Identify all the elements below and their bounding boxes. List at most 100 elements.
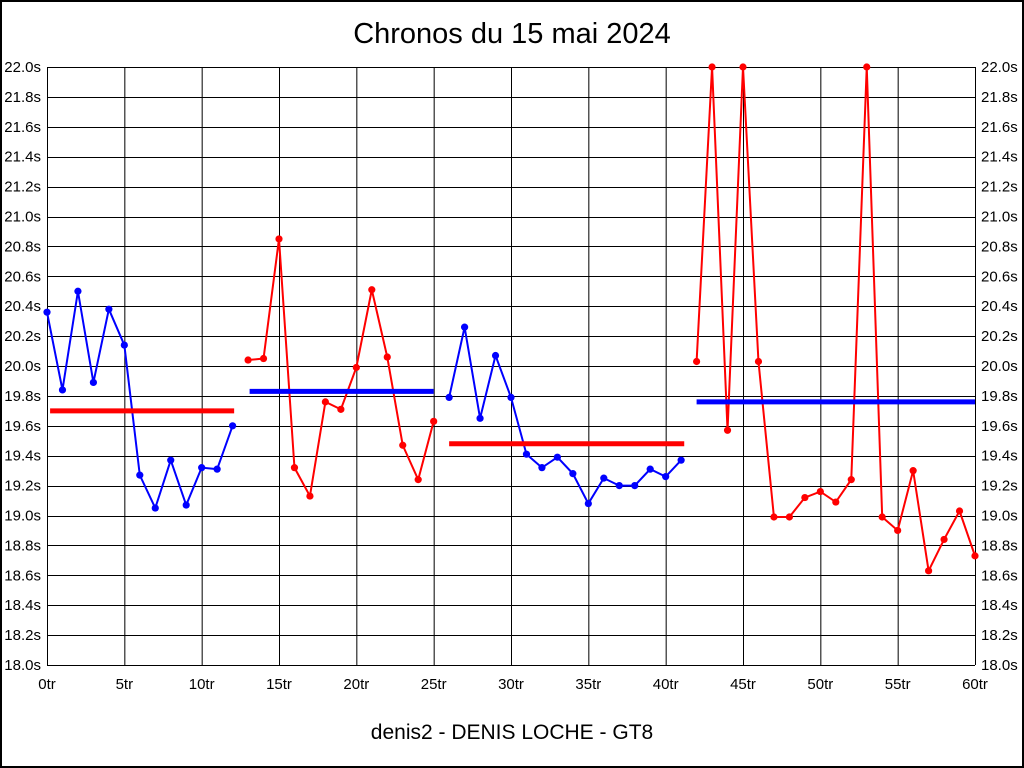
x-tick-label: 60tr	[962, 676, 988, 693]
y-tick-label-left: 19.0s	[4, 508, 41, 525]
x-tick-label: 5tr	[116, 676, 134, 693]
data-point	[569, 470, 577, 478]
y-tick-label-right: 19.0s	[981, 508, 1018, 525]
x-tick-label: 0tr	[38, 676, 56, 693]
x-tick-label: 20tr	[343, 676, 369, 693]
data-point	[213, 465, 221, 473]
data-point	[723, 426, 732, 434]
data-point	[89, 378, 97, 387]
y-tick-label-left: 21.6s	[4, 119, 41, 136]
data-point	[259, 354, 268, 363]
y-tick-label-right: 18.4s	[981, 597, 1018, 614]
y-tick-label-left: 21.2s	[4, 179, 41, 196]
y-tick-label-left: 18.6s	[4, 567, 41, 584]
y-tick-label-left: 19.2s	[4, 478, 41, 495]
data-point	[507, 393, 515, 401]
y-tick-label-left: 18.8s	[4, 537, 41, 554]
y-tick-label-left: 19.6s	[4, 418, 41, 435]
data-point	[739, 63, 747, 71]
series-stint-1	[43, 287, 237, 512]
chart-title: Chronos du 15 mai 2024	[353, 18, 671, 50]
data-point	[58, 386, 67, 394]
y-tick-label-right: 20.6s	[981, 268, 1018, 285]
x-tick-label: 40tr	[653, 676, 679, 693]
y-tick-label-right: 22.0s	[981, 59, 1018, 76]
data-point	[476, 414, 484, 422]
x-tick-label: 35tr	[575, 676, 601, 693]
data-point	[940, 535, 948, 544]
data-point	[832, 498, 840, 506]
series-stint-3	[445, 323, 685, 508]
data-point	[430, 417, 438, 425]
y-tick-label-right: 19.6s	[981, 418, 1018, 435]
y-tick-label-left: 22.0s	[4, 59, 41, 76]
y-tick-label-right: 18.6s	[981, 567, 1018, 584]
y-tick-label-right: 21.2s	[981, 179, 1018, 196]
data-point	[801, 493, 809, 502]
data-point	[847, 476, 855, 484]
data-point	[445, 393, 453, 401]
data-point	[770, 513, 778, 521]
data-point	[198, 464, 206, 472]
y-tick-label-left: 19.4s	[4, 448, 41, 465]
data-point	[399, 441, 407, 449]
data-point	[894, 526, 902, 535]
x-tick-label: 30tr	[498, 676, 524, 693]
series-line	[247, 238, 435, 500]
data-point	[693, 357, 701, 366]
x-tick-label: 45tr	[730, 676, 756, 693]
y-tick-label-left: 21.4s	[4, 149, 41, 166]
data-point	[631, 482, 639, 490]
y-tick-label-left: 19.8s	[4, 388, 41, 405]
data-point	[863, 63, 871, 71]
data-point	[321, 398, 329, 406]
y-tick-label-left: 18.0s	[4, 657, 41, 674]
y-tick-label-right: 19.8s	[981, 388, 1018, 405]
data-point	[229, 422, 237, 430]
grid	[47, 67, 976, 666]
y-tick-label-right: 18.8s	[981, 537, 1018, 554]
data-point	[878, 513, 886, 521]
data-point	[553, 453, 562, 461]
data-point	[461, 323, 469, 331]
y-tick-label-right: 18.2s	[981, 627, 1018, 644]
data-point	[337, 405, 345, 413]
data-point	[244, 356, 252, 364]
data-point	[368, 286, 376, 294]
data-point	[816, 487, 824, 496]
y-tick-label-left: 20.4s	[4, 298, 41, 315]
data-point	[136, 471, 144, 479]
data-point	[971, 552, 979, 560]
data-point	[646, 465, 654, 473]
data-point	[708, 63, 716, 71]
data-point	[43, 308, 51, 316]
data-point	[522, 450, 531, 458]
y-tick-label-left: 20.6s	[4, 268, 41, 285]
data-point	[662, 473, 670, 481]
data-point	[74, 287, 82, 295]
data-point	[306, 492, 314, 500]
series-line	[695, 66, 976, 575]
y-tick-label-left: 20.0s	[4, 358, 41, 375]
x-tick-label: 15tr	[266, 676, 292, 693]
data-point	[909, 467, 917, 475]
data-point	[290, 464, 299, 472]
y-tick-label-right: 21.6s	[981, 119, 1018, 136]
y-tick-label-right: 19.2s	[981, 478, 1018, 495]
data-point	[105, 305, 113, 313]
data-point	[754, 357, 763, 366]
x-tick-label: 55tr	[885, 676, 911, 693]
data-point	[538, 464, 546, 472]
y-tick-label-left: 18.4s	[4, 597, 41, 614]
y-tick-label-right: 20.2s	[981, 328, 1018, 345]
data-point	[785, 513, 794, 521]
data-point	[600, 474, 608, 482]
y-tick-label-right: 20.4s	[981, 298, 1018, 315]
y-tick-label-left: 20.2s	[4, 328, 41, 345]
y-tick-label-right: 21.8s	[981, 89, 1018, 106]
data-point	[352, 363, 360, 372]
x-tick-label: 25tr	[421, 676, 447, 693]
series-stint-2	[244, 235, 438, 500]
data-point	[182, 501, 190, 509]
